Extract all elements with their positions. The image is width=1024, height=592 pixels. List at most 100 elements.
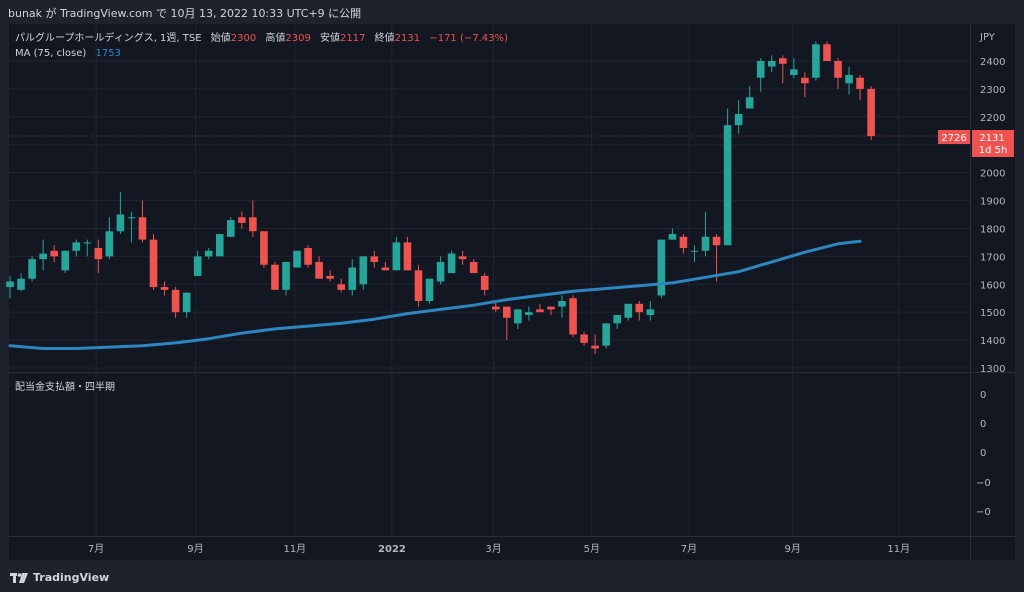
candle-39 [436, 256, 445, 285]
candle-11 [127, 211, 136, 243]
candle-body-56 [624, 303, 633, 318]
y-tick-2200: 2200 [980, 113, 1005, 124]
candle-63 [701, 211, 710, 257]
candle-37 [414, 264, 423, 307]
candle-body-8 [94, 247, 103, 260]
candle-body-18 [204, 250, 213, 257]
candle-74 [823, 41, 831, 61]
candle-25 [282, 261, 290, 296]
lower-tick-4: −0 [976, 478, 991, 489]
candle-body-22 [249, 217, 257, 232]
candle-3 [39, 239, 47, 271]
candle-body-70 [779, 58, 787, 64]
candle-36 [403, 236, 412, 271]
candle-body-7 [83, 242, 92, 244]
x-tick-4: 3月 [485, 543, 501, 555]
candle-8 [94, 239, 103, 274]
candle-body-69 [767, 61, 776, 67]
candle-70 [779, 55, 787, 84]
y-tick-2300: 2300 [980, 85, 1005, 96]
candle-body-51 [569, 298, 577, 335]
candle-64 [712, 234, 721, 282]
price-tag-left: 2726 [941, 133, 966, 144]
candle-body-21 [238, 217, 246, 223]
legend-open-label: 始値 [211, 31, 231, 44]
candle-body-14 [160, 287, 169, 290]
lower-tick-3: 0 [980, 448, 986, 459]
legend-close-label: 終値 [375, 31, 395, 44]
candle-body-29 [326, 275, 334, 279]
candle-body-25 [282, 261, 290, 290]
tradingview-logo-icon [10, 572, 28, 583]
candle-28 [315, 256, 323, 279]
y-tick-1300: 1300 [980, 364, 1005, 375]
currency-label: JPY [979, 32, 996, 43]
candle-body-52 [580, 334, 588, 343]
lower-pane-title: 配当金支払額・四半期 [15, 380, 115, 393]
candle-31 [348, 259, 357, 296]
candle-body-45 [503, 306, 511, 318]
candle-7 [83, 239, 92, 257]
tradingview-logo[interactable]: TradingView [10, 571, 109, 584]
candle-43 [480, 273, 489, 296]
candle-2 [28, 256, 36, 282]
candle-body-34 [381, 267, 390, 271]
candle-6 [72, 239, 81, 257]
candle-32 [359, 256, 368, 290]
candle-21 [238, 211, 246, 229]
x-tick-6: 7月 [681, 543, 697, 555]
price-tag-last: 2726 2131 1d 5h [938, 130, 1014, 157]
legend-open-value: 2300 [231, 33, 256, 44]
y-tick-1900: 1900 [980, 197, 1005, 208]
legend-high-label: 高値 [265, 31, 285, 44]
candle-body-54 [602, 323, 610, 346]
candle-10 [116, 192, 125, 235]
legend-ma: MA (75, close) 1753 [15, 48, 121, 59]
candle-53 [591, 334, 599, 355]
candle-35 [392, 236, 401, 271]
candle-body-2 [28, 259, 36, 279]
candle-17 [193, 250, 202, 276]
candle-54 [602, 323, 610, 349]
candle-body-59 [657, 239, 666, 296]
candle-body-27 [304, 247, 312, 265]
time-axis[interactable]: 7月 9月 11月 2022 3月 5月 7月 9月 11月 [88, 543, 910, 555]
candle-body-3 [39, 253, 47, 260]
lower-tick-5: −0 [976, 507, 991, 518]
candle-body-10 [116, 214, 125, 232]
candle-19 [215, 234, 224, 257]
candle-23 [260, 231, 268, 268]
candle-body-11 [127, 217, 136, 219]
price-tag-right-bg [972, 130, 1014, 157]
candle-body-32 [359, 256, 368, 285]
candle-57 [635, 301, 644, 321]
x-tick-8: 11月 [887, 543, 910, 555]
candle-body-62 [690, 250, 699, 252]
candle-body-12 [138, 217, 147, 240]
price-axis[interactable]: 1300140015001600170018001900200021002200… [980, 57, 1005, 375]
candle-65 [723, 108, 732, 246]
candle-body-67 [745, 97, 754, 109]
legend-change: −171 (−7.43%) [429, 33, 508, 44]
candle-76 [845, 66, 853, 95]
candle-body-64 [712, 236, 721, 246]
candle-24 [271, 261, 279, 290]
y-tick-1800: 1800 [980, 224, 1005, 235]
candle-60 [668, 228, 677, 240]
candle-62 [690, 245, 699, 262]
candle-body-40 [447, 253, 456, 274]
candle-body-38 [425, 278, 434, 302]
x-tick-7: 9月 [785, 543, 801, 555]
candle-body-17 [193, 256, 202, 276]
candle-47 [525, 306, 533, 321]
candle-body-13 [149, 239, 158, 288]
candle-30 [337, 278, 345, 293]
candle-body-75 [834, 61, 842, 78]
candle-40 [447, 250, 456, 274]
candle-56 [624, 303, 633, 321]
legend-symbol: パルグループホールディングス, 1週, TSE [15, 31, 202, 44]
candle-14 [160, 281, 169, 296]
candle-body-33 [370, 256, 379, 262]
candle-body-31 [348, 267, 357, 290]
